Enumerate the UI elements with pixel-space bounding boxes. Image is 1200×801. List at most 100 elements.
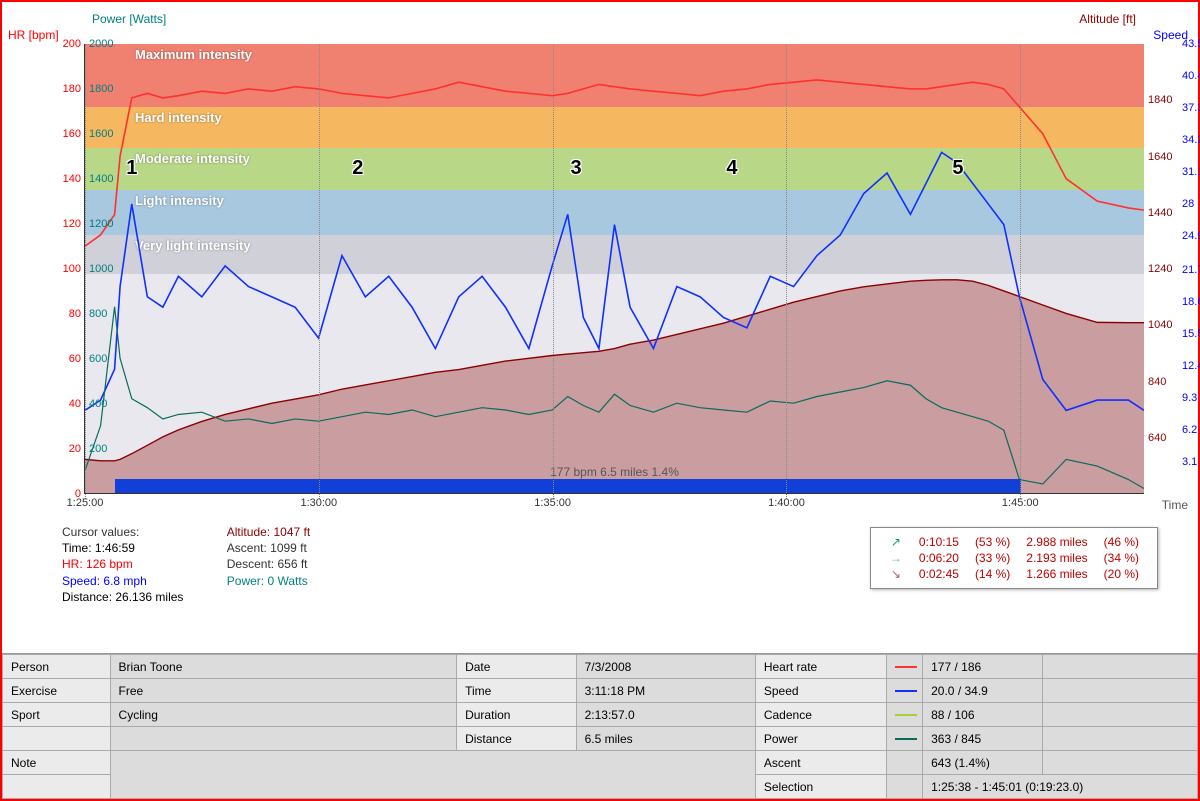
chart-area[interactable]: HR [bpm] Power [Watts] Altitude [ft] Spe… <box>2 2 1198 602</box>
cursor-altitude: Altitude: 1047 ft <box>227 524 310 540</box>
right-axis-tick: 1840 <box>1144 94 1172 106</box>
x-tick: 1:40:00 <box>768 493 805 509</box>
trend-down-icon: ↘ <box>889 567 903 581</box>
left-axis-tick: 100 <box>63 263 85 275</box>
table-value: 363 / 845 <box>923 727 1043 751</box>
speed-tick: 3.1 <box>1178 456 1197 468</box>
trend-flat-icon: → <box>889 551 903 565</box>
plot-region[interactable]: Maximum intensityHard intensityModerate … <box>84 44 1144 494</box>
table-value: 7/3/2008 <box>576 655 755 679</box>
cursor-time: Time: 1:46:59 <box>62 540 183 556</box>
table-label: Power <box>755 727 886 751</box>
table-label: Ascent <box>755 751 886 775</box>
cursor-speed: Speed: 6.8 mph <box>62 573 183 589</box>
selection-summary: 177 bpm 6.5 miles 1.4% <box>550 465 679 479</box>
table-value <box>110 727 457 751</box>
right-axis-tick: 1240 <box>1144 263 1172 275</box>
table-value: 3:11:18 PM <box>576 679 755 703</box>
legend-dash-icon <box>895 714 917 716</box>
right-axis-tick: 1440 <box>1144 207 1172 219</box>
cursor-distance: Distance: 26.136 miles <box>62 589 183 605</box>
speed-tick: 18.6 <box>1178 296 1200 308</box>
table-value: 177 / 186 <box>923 655 1043 679</box>
table-value: Brian Toone <box>110 655 457 679</box>
table-blank <box>1042 751 1197 775</box>
table-label: Exercise <box>3 679 111 703</box>
ascent-dist-pct: (46 %) <box>1096 534 1147 550</box>
legend-cell <box>887 775 923 799</box>
table-label <box>3 775 111 799</box>
table-value: Free <box>110 679 457 703</box>
table-label: Time <box>457 679 577 703</box>
left-axis-tick: 140 <box>63 173 85 185</box>
left-axis-tick: 200 <box>63 38 85 50</box>
speed-tick: 24.9 <box>1178 230 1200 242</box>
ascent-row: →0:06:20(33 %)2.193 miles(34 %) <box>881 550 1147 566</box>
table-label: Distance <box>457 727 577 751</box>
cursor-descent: Descent: 656 ft <box>227 556 310 572</box>
table-value: 6.5 miles <box>576 727 755 751</box>
power-tick: 2000 <box>89 38 117 50</box>
left-axis-tick: 20 <box>69 443 85 455</box>
cursor-power: Power: 0 Watts <box>227 573 310 589</box>
x-tick: 1:35:00 <box>534 493 571 509</box>
table-row: Note Ascent 643 (1.4%) <box>3 751 1198 775</box>
table-label: Duration <box>457 703 577 727</box>
power-axis-label: Power [Watts] <box>92 12 166 26</box>
power-tick: 1600 <box>89 128 117 140</box>
table-label: Date <box>457 655 577 679</box>
legend-cell <box>887 703 923 727</box>
legend-dash-icon <box>895 690 917 692</box>
table-row: Distance6.5 milesPower 363 / 845 <box>3 727 1198 751</box>
selection-bar[interactable] <box>85 479 1144 493</box>
lap-marker: 4 <box>726 157 737 180</box>
speed-tick: 37.3 <box>1178 102 1200 114</box>
ascent-time: 0:06:20 <box>911 550 967 566</box>
power-tick: 1000 <box>89 263 117 275</box>
speed-tick: 6.2 <box>1178 424 1197 436</box>
ascent-time-pct: (14 %) <box>967 566 1018 582</box>
legend-dash-icon <box>895 738 917 740</box>
ascent-time: 0:10:15 <box>911 534 967 550</box>
table-blank <box>1042 679 1197 703</box>
cursor-header: Cursor values: <box>62 524 183 540</box>
cursor-values: Cursor values: Time: 1:46:59 HR: 126 bpm… <box>62 524 350 605</box>
table-blank <box>1042 655 1197 679</box>
left-axis-tick: 180 <box>63 83 85 95</box>
summary-table: PersonBrian TooneDate7/3/2008Heart rate1… <box>2 653 1198 799</box>
altitude-fill <box>85 280 1144 493</box>
table-value: 88 / 106 <box>923 703 1043 727</box>
left-axis-tick: 80 <box>69 308 85 320</box>
ascent-row: ↘0:02:45(14 %)1.266 miles(20 %) <box>881 566 1147 582</box>
table-blank <box>1042 727 1197 751</box>
table-label: Speed <box>755 679 886 703</box>
x-tick: 1:25:00 <box>67 493 104 509</box>
power-tick: 1800 <box>89 83 117 95</box>
table-blank <box>1042 703 1197 727</box>
right-axis-tick: 840 <box>1144 376 1166 388</box>
legend-dash-icon <box>895 666 917 668</box>
ascent-dist: 2.988 miles <box>1018 534 1095 550</box>
legend-cell <box>887 727 923 751</box>
table-value: 643 (1.4%) <box>923 751 1043 775</box>
ascent-dist-pct: (34 %) <box>1096 550 1147 566</box>
left-axis-tick: 120 <box>63 218 85 230</box>
lap-marker: 5 <box>952 157 963 180</box>
x-gridline <box>786 44 787 499</box>
legend-cell <box>887 751 923 775</box>
table-label: Sport <box>3 703 111 727</box>
hr-fill <box>85 44 1144 246</box>
table-label: Note <box>3 751 111 775</box>
speed-tick: 43.5 <box>1178 38 1200 50</box>
speed-tick: 31.1 <box>1178 166 1200 178</box>
app-frame: HR [bpm] Power [Watts] Altitude [ft] Spe… <box>0 0 1200 801</box>
table-row: PersonBrian TooneDate7/3/2008Heart rate1… <box>3 655 1198 679</box>
table-row: ExerciseFreeTime3:11:18 PMSpeed20.0 / 34… <box>3 679 1198 703</box>
power-tick: 200 <box>89 443 111 455</box>
legend-cell <box>887 655 923 679</box>
power-tick: 1400 <box>89 173 117 185</box>
cursor-hr: HR: 126 bpm <box>62 556 183 572</box>
hr-axis-label: HR [bpm] <box>8 28 59 42</box>
power-tick: 400 <box>89 398 111 410</box>
left-axis-tick: 160 <box>63 128 85 140</box>
